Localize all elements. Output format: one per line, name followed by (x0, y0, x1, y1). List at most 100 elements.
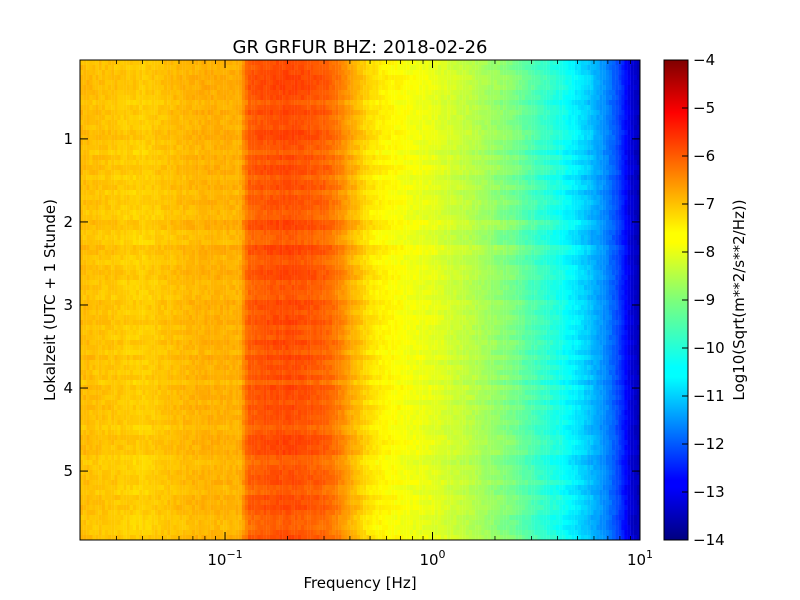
heatmap-cell (310, 120, 314, 126)
heatmap-cell (164, 110, 168, 116)
heatmap-cell (179, 120, 183, 126)
heatmap-cell (204, 60, 208, 66)
heatmap-cell (440, 95, 445, 101)
heatmap-cell (394, 90, 398, 96)
heatmap-cell (406, 175, 410, 181)
heatmap-cell (170, 105, 174, 111)
heatmap-cell (332, 145, 336, 151)
heatmap-cell (98, 155, 102, 161)
heatmap-cell (366, 130, 370, 136)
heatmap-cell (512, 115, 516, 121)
heatmap-cell (400, 140, 404, 146)
heatmap-cell (509, 170, 513, 176)
heatmap-cell (269, 195, 274, 201)
heatmap-cell (288, 150, 292, 156)
heatmap-cell (182, 185, 186, 191)
heatmap-cell (431, 140, 435, 146)
heatmap-cell (104, 145, 109, 151)
heatmap-cell (120, 90, 124, 96)
heatmap-cell (111, 130, 115, 136)
heatmap-cell (462, 110, 466, 116)
heatmap-cell (213, 125, 218, 131)
heatmap-cell (167, 75, 171, 81)
heatmap-cell (574, 70, 578, 76)
heatmap-cell (481, 65, 485, 71)
heatmap-cell (400, 130, 404, 136)
heatmap-cell (481, 105, 485, 111)
heatmap-cell (549, 100, 554, 106)
heatmap-cell (599, 70, 603, 76)
heatmap-cell (83, 160, 87, 166)
heatmap-cell (608, 80, 613, 86)
heatmap-cell (468, 60, 473, 66)
heatmap-cell (157, 80, 162, 86)
heatmap-cell (350, 80, 354, 86)
heatmap-cell (599, 85, 603, 91)
heatmap-cell (204, 150, 208, 156)
heatmap-cell (549, 150, 554, 156)
heatmap-cell (347, 140, 351, 146)
heatmap-cell (341, 180, 345, 186)
heatmap-cell (468, 140, 473, 146)
heatmap-cell (412, 185, 417, 191)
heatmap-cell (307, 150, 311, 156)
heatmap-cell (300, 185, 305, 191)
heatmap-cell (447, 140, 451, 146)
heatmap-cell (472, 60, 476, 66)
heatmap-cell (285, 100, 289, 106)
heatmap-cell (294, 120, 298, 126)
heatmap-cell (263, 145, 267, 151)
heatmap-cell (627, 185, 631, 191)
heatmap-cell (450, 115, 454, 121)
heatmap-cell (120, 170, 124, 176)
heatmap-cell (353, 140, 358, 146)
heatmap-cell (257, 115, 261, 121)
heatmap-cell (493, 95, 498, 101)
heatmap-cell (117, 90, 121, 96)
heatmap-cell (546, 110, 550, 116)
heatmap-cell (518, 130, 522, 136)
heatmap-cell (304, 150, 308, 156)
heatmap-cell (266, 115, 270, 121)
heatmap-cell (552, 105, 557, 111)
heatmap-cell (409, 160, 414, 166)
heatmap-cell (104, 60, 109, 66)
heatmap-cell (114, 120, 118, 126)
heatmap-cell (546, 90, 550, 96)
heatmap-cell (223, 95, 227, 101)
heatmap-cell (114, 65, 118, 71)
heatmap-cell (120, 155, 124, 161)
heatmap-cell (139, 175, 143, 181)
heatmap-cell (198, 130, 202, 136)
heatmap-cell (372, 180, 376, 186)
heatmap-cell (422, 185, 426, 191)
heatmap-cell (173, 145, 177, 151)
heatmap-cell (391, 135, 395, 141)
heatmap-cell (226, 115, 230, 121)
heatmap-cell (528, 160, 532, 166)
heatmap-cell (136, 160, 140, 166)
heatmap-cell (447, 85, 451, 91)
heatmap-cell (192, 80, 196, 86)
heatmap-cell (478, 110, 482, 116)
heatmap-cell (335, 115, 339, 121)
heatmap-cell (216, 150, 221, 156)
heatmap-cell (540, 155, 544, 161)
heatmap-cell (167, 105, 171, 111)
heatmap-cell (437, 75, 442, 81)
heatmap-cell (288, 110, 292, 116)
heatmap-cell (434, 135, 438, 141)
heatmap-cell (347, 105, 351, 111)
heatmap-cell (344, 90, 348, 96)
heatmap-cell (269, 110, 274, 116)
heatmap-cell (531, 130, 535, 136)
heatmap-cell (568, 165, 572, 171)
heatmap-cell (304, 105, 308, 111)
heatmap-cell (434, 150, 438, 156)
heatmap-cell (565, 60, 569, 66)
heatmap-cell (403, 120, 407, 126)
heatmap-cell (285, 170, 289, 176)
heatmap-cell (490, 65, 494, 71)
heatmap-cell (313, 105, 317, 111)
heatmap-cell (462, 95, 466, 101)
